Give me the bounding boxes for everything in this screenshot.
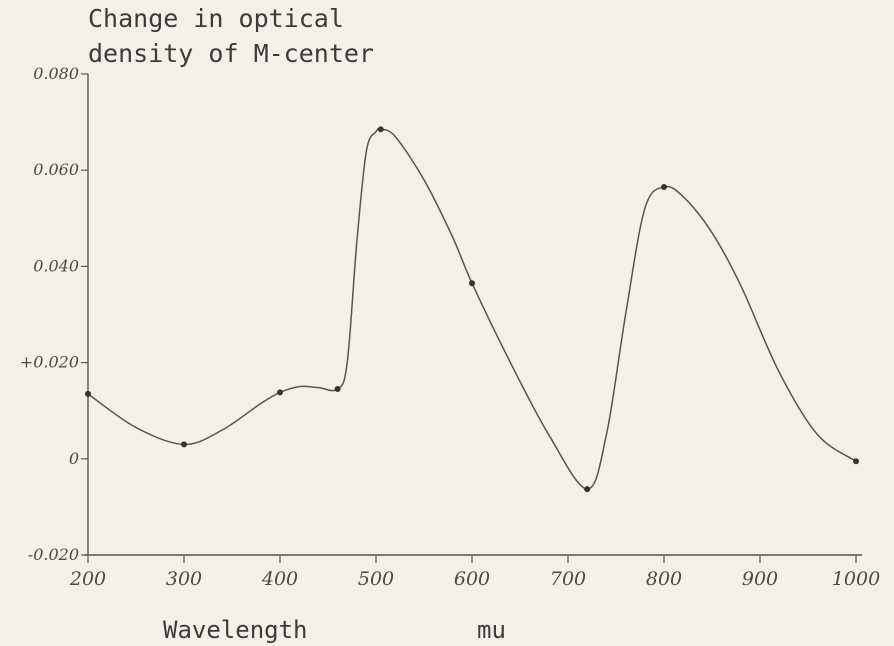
x-axis-ticks: 200 300 400 500 600 700 800 900 1000 xyxy=(69,555,880,590)
x-tick-label: 900 xyxy=(742,568,778,590)
x-tick-label: 700 xyxy=(550,568,586,590)
data-point xyxy=(334,386,341,393)
y-tick-label: 0 xyxy=(69,449,79,468)
chart-title-line-1: Change in optical xyxy=(88,4,344,33)
y-tick-label: 0.040 xyxy=(33,256,79,275)
data-point xyxy=(661,184,667,191)
data-point xyxy=(469,280,475,287)
plot-area xyxy=(85,126,859,493)
data-point xyxy=(85,390,91,397)
x-tick-label: 600 xyxy=(454,568,490,590)
x-axis-unit: mu xyxy=(477,616,506,644)
x-axis-label: Wavelength xyxy=(163,616,308,644)
y-tick-label: 0.060 xyxy=(33,160,79,179)
data-point xyxy=(377,126,384,133)
y-tick-label: -0.020 xyxy=(28,545,79,564)
chart-title-line-2: density of M-center xyxy=(88,39,374,68)
data-point xyxy=(584,486,591,493)
x-tick-label: 300 xyxy=(166,568,202,590)
data-point xyxy=(181,441,187,448)
y-tick-label: 0.080 xyxy=(33,64,79,83)
data-point xyxy=(277,389,283,396)
x-tick-label: 200 xyxy=(69,568,106,590)
series-line xyxy=(87,128,857,490)
x-tick-label: 800 xyxy=(646,568,682,590)
x-tick-label: 500 xyxy=(358,568,394,590)
y-axis-ticks: -0.020 0 +0.020 0.040 0.060 0.080 xyxy=(20,64,88,564)
data-point xyxy=(853,458,859,465)
x-tick-label: 400 xyxy=(261,568,298,590)
x-tick-label: 1000 xyxy=(832,568,880,590)
y-tick-label: +0.020 xyxy=(20,353,79,372)
